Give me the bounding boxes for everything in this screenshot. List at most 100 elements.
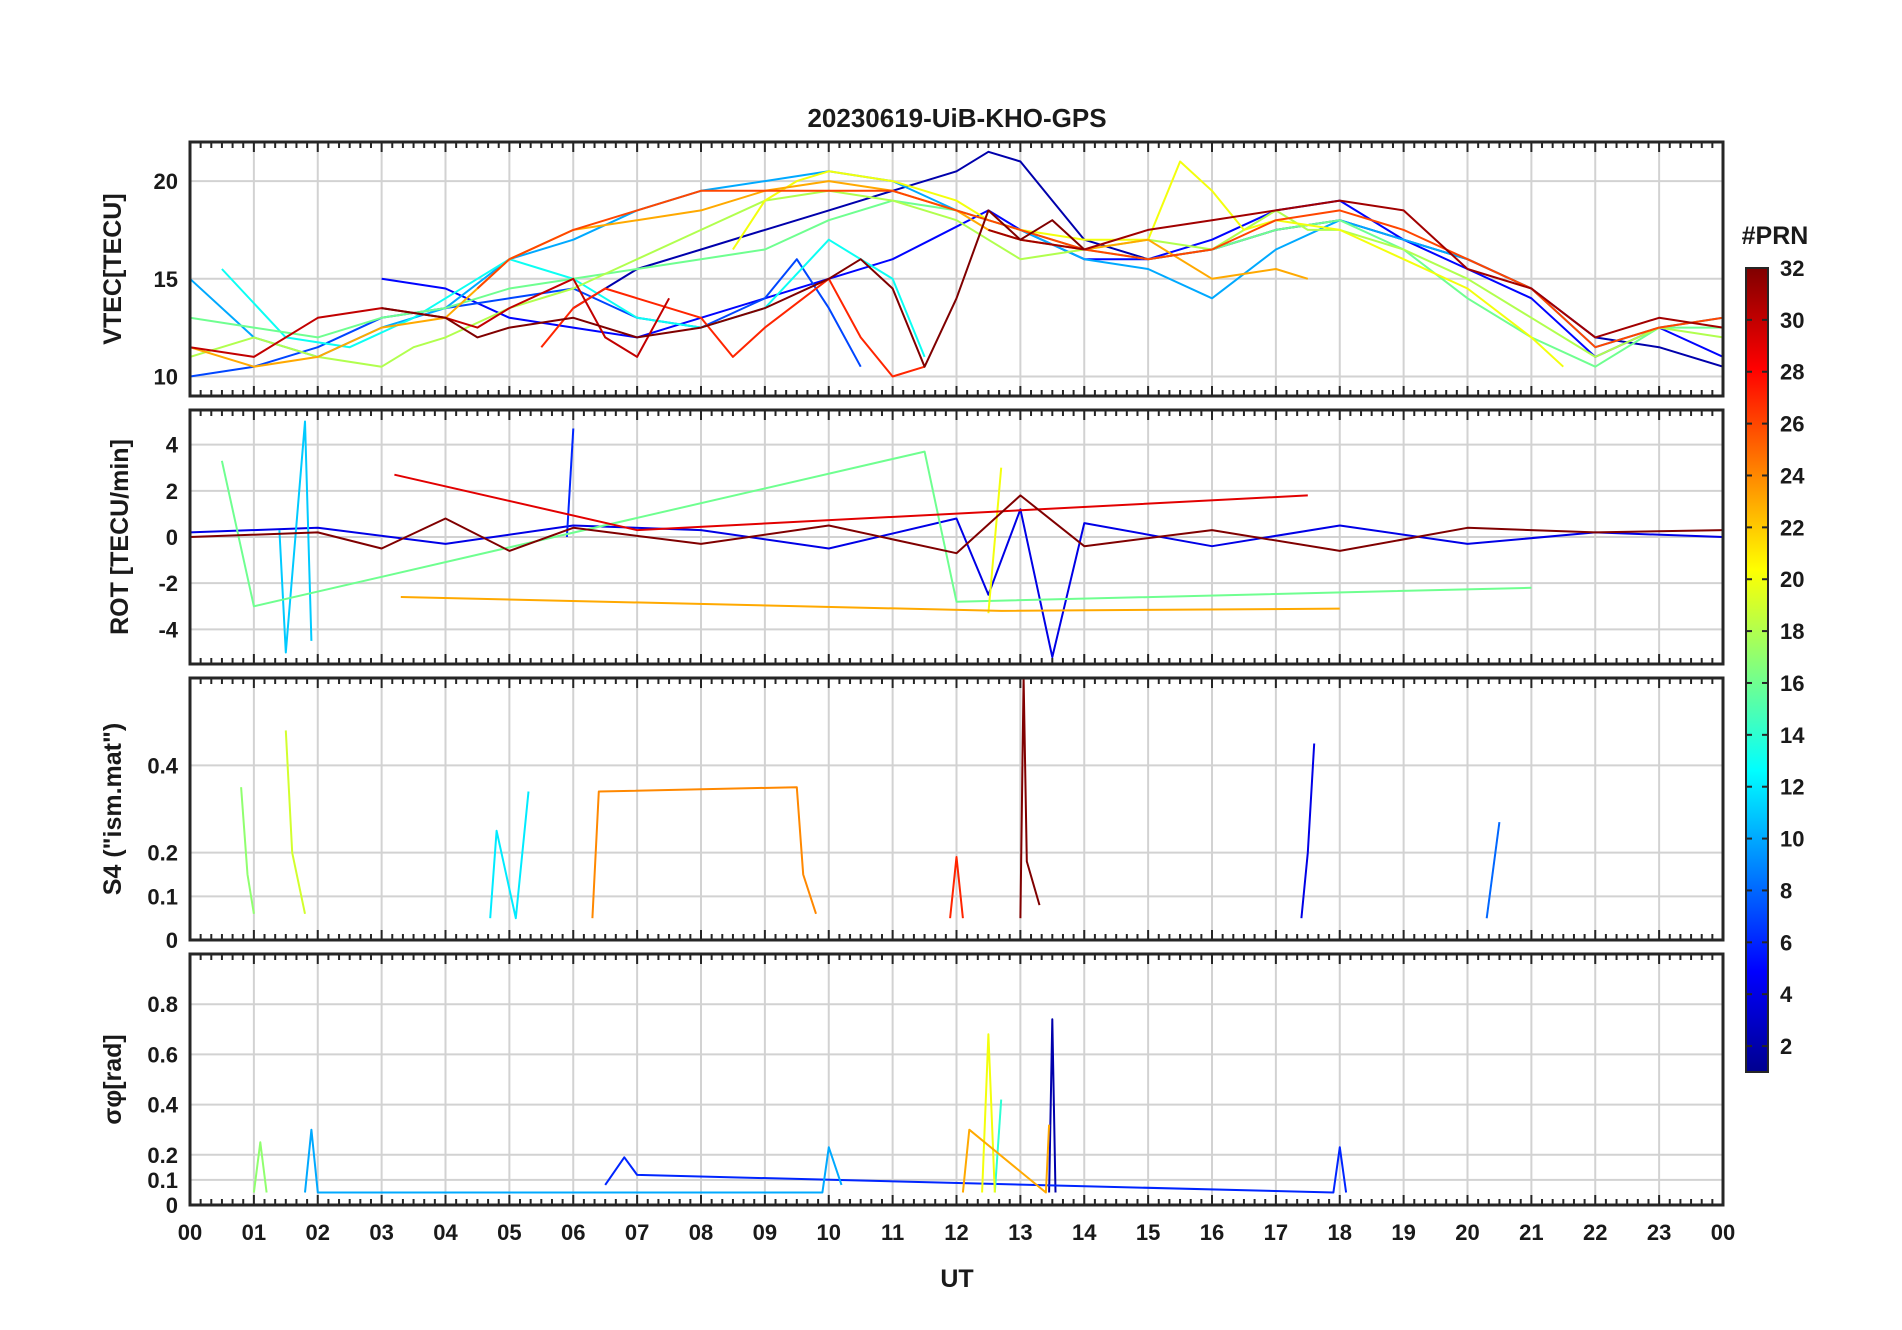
grid-vtec xyxy=(190,142,1723,396)
series-line-prn-17 xyxy=(252,1141,268,1193)
x-tick-label: 17 xyxy=(1264,1220,1288,1245)
colorbar-gradient xyxy=(1746,268,1768,1072)
series-line-prn-20 xyxy=(987,467,1003,614)
y-axis-label-sigphi: σφ[rad] xyxy=(99,1034,127,1125)
series-line-prn-19 xyxy=(284,730,306,915)
x-tick-label: 09 xyxy=(753,1220,777,1245)
y-tick-label: 0 xyxy=(166,1193,178,1218)
tick-marks-sigphi xyxy=(189,954,1724,1205)
tick-marks-rot xyxy=(189,410,1724,664)
series-group-sigphi xyxy=(252,1018,1348,1194)
x-tick-label: 16 xyxy=(1200,1220,1224,1245)
colorbar-tick-label: 22 xyxy=(1780,515,1804,540)
colorbar-tick-label: 20 xyxy=(1780,567,1804,592)
y-tick-label: 0.2 xyxy=(147,1143,178,1168)
y-tick-label: 0.8 xyxy=(147,992,178,1017)
series-line-prn-4 xyxy=(1300,743,1316,919)
y-tick-label: 10 xyxy=(154,364,178,389)
x-tick-label: 20 xyxy=(1455,1220,1479,1245)
grid-rot xyxy=(190,410,1723,664)
x-tick-label: 00 xyxy=(178,1220,202,1245)
series-line-prn-27 xyxy=(949,856,964,919)
colorbar-tick-label: 8 xyxy=(1780,878,1792,903)
series-line-prn-5 xyxy=(381,199,1723,358)
y-axis-label-rot: ROT [TECU/min] xyxy=(106,439,134,635)
x-tick-label: 05 xyxy=(497,1220,521,1245)
colorbar-tick-label: 2 xyxy=(1780,1034,1792,1059)
grid-s4 xyxy=(190,678,1723,941)
series-line-prn-24 xyxy=(591,786,817,919)
y-tick-label: -2 xyxy=(158,571,178,596)
x-tick-label: 07 xyxy=(625,1220,649,1245)
y-tick-label: 0.2 xyxy=(147,841,178,866)
colorbar-tick-label: 28 xyxy=(1780,360,1804,385)
x-tick-label: 22 xyxy=(1583,1220,1607,1245)
y-tick-label: 20 xyxy=(154,169,178,194)
x-tick-label: 15 xyxy=(1136,1220,1160,1245)
colorbar-title: #PRN xyxy=(1742,222,1809,250)
panel-s4: 0 0.1 0.2 0.4 S4 ("ism.mat") xyxy=(99,676,1725,953)
x-tick-label: 21 xyxy=(1519,1220,1543,1245)
x-tick-label: 08 xyxy=(689,1220,713,1245)
y-tick-label: 0.4 xyxy=(147,753,178,778)
x-tick-label: 01 xyxy=(242,1220,266,1245)
y-tick-label: 0.6 xyxy=(147,1042,178,1067)
x-tick-label: 03 xyxy=(369,1220,393,1245)
colorbar-tick-label: 26 xyxy=(1780,412,1804,437)
colorbar-tick-label: 30 xyxy=(1780,308,1804,333)
y-tick-label: 0.4 xyxy=(147,1093,178,1118)
y-axis-label-vtec: VTEC[TECU] xyxy=(99,193,127,344)
series-line-prn-16 xyxy=(220,450,1532,608)
series-line-prn-17 xyxy=(240,787,255,914)
series-line-prn-13 xyxy=(221,238,926,358)
colorbar-tick-label: 18 xyxy=(1780,619,1804,644)
x-tick-label: 19 xyxy=(1391,1220,1415,1245)
x-tick-label: 23 xyxy=(1647,1220,1671,1245)
series-line-prn-26 xyxy=(476,189,1723,349)
y-tick-label: 2 xyxy=(166,479,178,504)
series-group-rot xyxy=(190,420,1723,659)
colorbar-tick-label: 10 xyxy=(1780,827,1804,852)
series-line-prn-6 xyxy=(604,1146,1348,1194)
x-tick-label: 11 xyxy=(881,1220,904,1245)
series-line-prn-29 xyxy=(394,473,1308,532)
y-tick-label: 0.1 xyxy=(147,884,178,909)
colorbar-tick-label: 14 xyxy=(1780,723,1805,748)
panel-rot: -4 -2 0 2 4 ROT [TECU/min] xyxy=(106,408,1725,666)
series-group-s4 xyxy=(240,678,1501,920)
x-tick-label: 13 xyxy=(1008,1220,1032,1245)
colorbar-frame xyxy=(1745,267,1769,1073)
tick-marks-vtec xyxy=(189,142,1724,396)
series-line-prn-27 xyxy=(540,277,925,378)
y-tick-label: 0.1 xyxy=(147,1168,178,1193)
x-tick-label: 02 xyxy=(306,1220,330,1245)
colorbar-tick-label: 12 xyxy=(1780,775,1804,800)
colorbar-tick-label: 24 xyxy=(1780,463,1805,488)
colorbar-tick-label: 32 xyxy=(1780,256,1804,281)
colorbar-tick-label: 16 xyxy=(1780,671,1804,696)
y-tick-label: 0 xyxy=(166,525,178,550)
y-axis-label-s4: S4 ("ism.mat") xyxy=(99,723,127,895)
series-line-prn-12 xyxy=(489,791,530,920)
series-line-prn-32 xyxy=(190,494,1723,555)
x-tick-label: 10 xyxy=(817,1220,841,1245)
x-tick-label: 12 xyxy=(944,1220,968,1245)
series-line-prn-23 xyxy=(961,1124,1051,1194)
x-tick-label: 18 xyxy=(1328,1220,1352,1245)
y-tick-label: 0 xyxy=(166,928,178,953)
colorbar-tick-label: 6 xyxy=(1780,930,1792,955)
x-tick-label: 00 xyxy=(1711,1220,1735,1245)
series-line-prn-30 xyxy=(190,277,670,358)
series-line-prn-32 xyxy=(1019,678,1041,919)
chart-title: 20230619-UiB-KHO-GPS xyxy=(807,103,1106,133)
series-line-prn-2 xyxy=(1048,1018,1057,1193)
x-axis-label: UT xyxy=(940,1265,973,1293)
series-line-prn-14 xyxy=(993,1099,1003,1193)
x-tick-label: 06 xyxy=(561,1220,585,1245)
series-line-prn-10 xyxy=(304,1128,843,1194)
panel-sigphi: 00.10.2 0.4 0.6 0.8 σφ[rad] xyxy=(99,952,1725,1218)
x-tick-label: 14 xyxy=(1072,1220,1097,1245)
y-tick-label: 15 xyxy=(154,267,178,292)
